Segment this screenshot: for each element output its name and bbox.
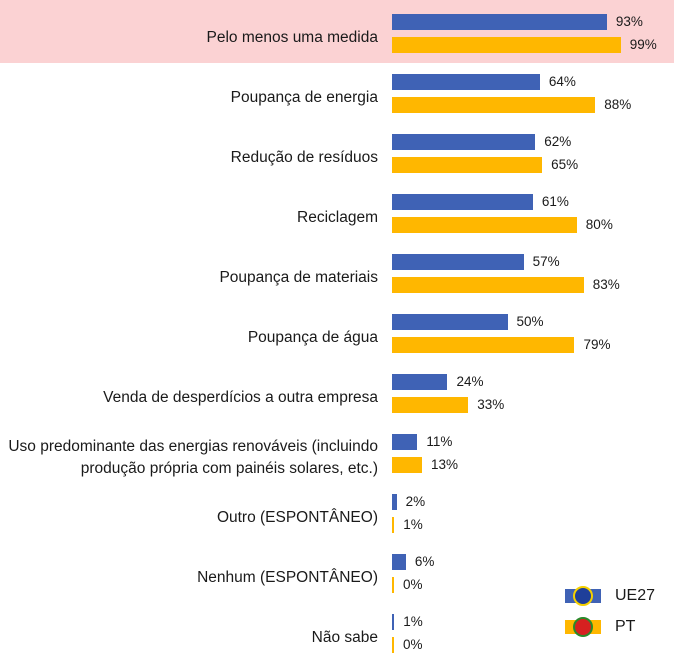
bar — [392, 14, 607, 30]
value-label: 11% — [426, 434, 453, 449]
legend-item: PT — [565, 617, 635, 637]
category-label: Poupança de materiais — [219, 269, 378, 286]
bar — [392, 614, 395, 630]
category-label: Venda de desperdícios a outra empresa — [103, 389, 378, 406]
bar — [392, 97, 596, 113]
category-label: Não sabe — [311, 629, 378, 646]
bar — [392, 74, 540, 90]
category-label: Reciclagem — [297, 209, 378, 226]
value-label: 0% — [403, 577, 423, 592]
legend-swatch — [565, 617, 601, 637]
value-label: 1% — [403, 517, 423, 532]
bar — [392, 554, 406, 570]
value-label: 65% — [551, 157, 579, 172]
bar — [392, 517, 395, 533]
value-label: 80% — [585, 217, 613, 232]
legend-label: PT — [615, 618, 636, 635]
value-label: 79% — [583, 337, 611, 352]
value-label: 83% — [592, 277, 620, 292]
bar — [392, 157, 543, 173]
bar — [392, 397, 469, 413]
value-label: 62% — [544, 134, 572, 149]
legend-item: UE27 — [565, 586, 655, 606]
value-label: 0% — [403, 637, 423, 652]
value-label: 57% — [532, 254, 560, 269]
bar — [392, 277, 584, 293]
value-label: 24% — [456, 374, 484, 389]
legend-swatch — [565, 586, 601, 606]
bar — [392, 457, 423, 473]
bar — [392, 494, 397, 510]
category-label: Pelo menos uma medida — [206, 29, 378, 46]
category-label: Redução de resíduos — [230, 149, 378, 166]
bar — [392, 254, 524, 270]
legend-label: UE27 — [615, 587, 656, 604]
bar — [392, 314, 508, 330]
bar — [392, 337, 575, 353]
value-label: 13% — [431, 457, 459, 472]
bar — [392, 134, 536, 150]
bar — [392, 194, 533, 210]
category-label: Poupança de energia — [230, 89, 378, 106]
value-label: 64% — [548, 74, 576, 89]
value-label: 6% — [414, 554, 435, 569]
value-label: 50% — [516, 314, 544, 329]
value-label: 99% — [629, 37, 657, 52]
value-label: 33% — [477, 397, 505, 412]
category-label: Poupança de água — [247, 329, 378, 346]
value-label: 61% — [541, 194, 569, 209]
bar — [392, 577, 394, 593]
chart: Pelo menos uma medida 93% 99% Poupança de e… — [0, 0, 674, 653]
category-label: Outro (ESPONTÂNEO) — [216, 509, 378, 526]
value-label: 1% — [403, 614, 423, 629]
bar — [392, 434, 418, 450]
category-label: Uso predominante das energias renováveis… — [8, 438, 378, 477]
value-label: 88% — [604, 97, 632, 112]
bar — [392, 637, 394, 653]
bar — [392, 217, 577, 233]
category-label: Nenhum (ESPONTÂNEO) — [197, 569, 378, 586]
bar — [392, 374, 448, 390]
value-label: 2% — [405, 494, 426, 509]
bar — [392, 37, 621, 53]
value-label: 93% — [615, 14, 643, 29]
